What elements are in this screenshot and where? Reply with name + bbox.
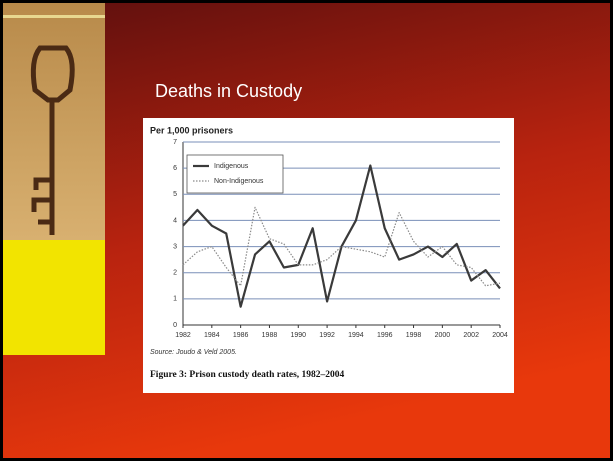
x-tick-label: 1988: [262, 332, 278, 339]
x-tick-label: 1984: [204, 332, 220, 339]
y-tick-label: 2: [173, 270, 177, 277]
y-tick-label: 6: [173, 165, 177, 172]
y-tick-label: 1: [173, 296, 177, 303]
series-line: [182, 164, 501, 308]
accent-line: [3, 15, 105, 18]
y-tick-label: 5: [173, 191, 177, 198]
legend-label: Indigenous: [214, 163, 249, 170]
x-tick-label: 2000: [435, 332, 451, 339]
side-band: [3, 240, 105, 355]
y-tick-label: 0: [173, 322, 177, 329]
y-tick-label: 4: [173, 217, 177, 224]
legend-label: Non-Indigenous: [214, 178, 264, 185]
y-axis-label: Per 1,000 prisoners: [150, 125, 233, 135]
y-tick-label: 3: [173, 243, 177, 250]
y-tick-label: 7: [173, 139, 177, 146]
x-tick-label: 1990: [290, 332, 306, 339]
x-tick-label: 2002: [463, 332, 479, 339]
x-tick-label: 1996: [377, 332, 393, 339]
key-icon: [30, 45, 75, 235]
x-tick-label: 1994: [348, 332, 364, 339]
series-line: [182, 206, 501, 287]
legend-box: [186, 154, 284, 194]
x-tick-label: 1986: [233, 332, 249, 339]
x-tick-label: 1998: [406, 332, 422, 339]
slide-title: Deaths in Custody: [155, 81, 302, 101]
figure-caption: Figure 3: Prison custody death rates, 19…: [150, 370, 345, 380]
x-tick-label: 1982: [175, 332, 191, 339]
x-tick-label: 2004: [492, 332, 508, 339]
source-note: Source: Joudo & Veld 2005.: [150, 349, 237, 356]
x-tick-label: 1992: [319, 332, 335, 339]
